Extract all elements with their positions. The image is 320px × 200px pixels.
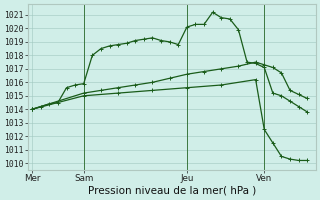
X-axis label: Pression niveau de la mer( hPa ): Pression niveau de la mer( hPa ): [88, 186, 256, 196]
